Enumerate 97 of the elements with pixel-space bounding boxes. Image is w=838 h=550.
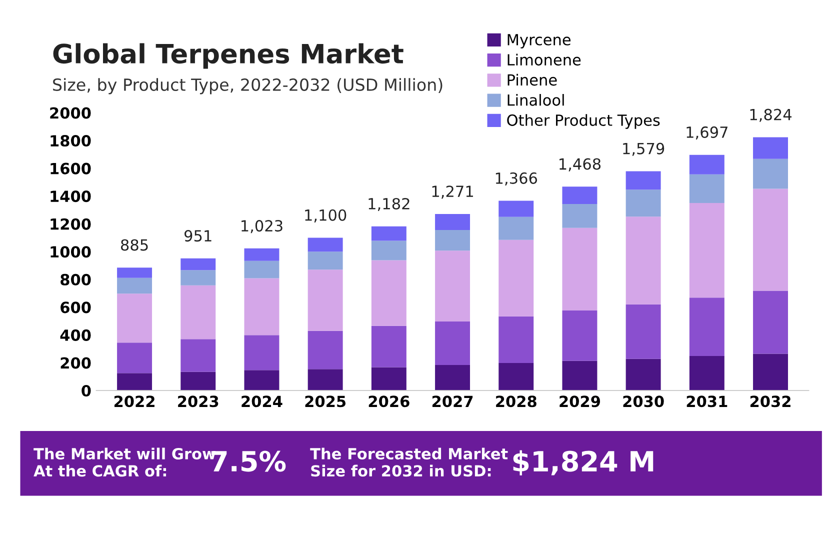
- bar: [562, 186, 598, 204]
- text: $1,824 M: [513, 450, 654, 476]
- bar: [371, 226, 406, 241]
- bar: [626, 216, 661, 304]
- bar: [689, 298, 724, 356]
- y-tick-label: 1600: [50, 162, 91, 174]
- bar: [244, 335, 280, 370]
- bar: [689, 203, 724, 298]
- bar: [498, 316, 534, 364]
- bar: [753, 137, 788, 159]
- bar: [117, 278, 152, 294]
- y-tick-label: 1800: [50, 134, 91, 147]
- bar: [117, 373, 152, 390]
- chart-subtitle: Size, by Product Type, 2022-2032 (USD Million): [53, 78, 442, 94]
- bar: [435, 214, 470, 230]
- y-tick-label: 1200: [50, 218, 91, 230]
- bar: [498, 200, 534, 217]
- bar: [308, 270, 343, 331]
- bar: [626, 171, 661, 190]
- x-tick-label: 2032: [750, 396, 790, 408]
- x-tick-label: 2025: [305, 396, 346, 408]
- y-tick-label: 0: [82, 384, 91, 397]
- bar: [308, 369, 343, 390]
- bar: [371, 326, 406, 368]
- bar: [371, 240, 406, 260]
- bar: [498, 216, 534, 240]
- x-tick-label: 2023: [178, 396, 218, 408]
- total-label: 1,697: [686, 126, 728, 140]
- y-tick-label: 2000: [50, 107, 91, 119]
- total-label: 1,579: [623, 142, 664, 156]
- bar: [753, 158, 788, 189]
- bar: [244, 370, 280, 390]
- bar: [308, 252, 343, 270]
- y-tick-label: 200: [60, 357, 91, 369]
- legend-label: Myrcene: [508, 34, 571, 48]
- bar: [244, 278, 280, 336]
- total-label: 1,023: [242, 220, 282, 234]
- bar: [435, 230, 470, 251]
- total-label: 1,468: [560, 158, 601, 172]
- bar: [371, 367, 406, 390]
- y-tick-label: 600: [60, 302, 91, 314]
- bar: [562, 360, 598, 390]
- bar: [626, 304, 661, 359]
- bar: [498, 240, 534, 316]
- total-label: 1,182: [368, 198, 410, 212]
- bar: [689, 154, 724, 174]
- bar: [689, 356, 724, 390]
- total-label: 1,366: [496, 172, 538, 186]
- bar: [498, 363, 534, 390]
- total-label: 1,824: [750, 108, 792, 122]
- bar: [626, 358, 661, 390]
- bar: [117, 268, 152, 278]
- bar: [435, 250, 470, 322]
- x-tick-label: 2022: [114, 396, 154, 408]
- bar: [753, 290, 788, 354]
- y-tick-label: 1000: [50, 246, 91, 258]
- bar: [435, 321, 470, 365]
- bar: [117, 294, 152, 343]
- x-tick-label: 2031: [686, 396, 728, 408]
- bar: [180, 372, 216, 390]
- bar: [562, 228, 598, 311]
- chart-title: Global Terpenes Market: [53, 43, 404, 69]
- bar: [180, 258, 216, 270]
- y-tick-label: 400: [60, 329, 91, 341]
- total-label: 1,100: [305, 209, 346, 222]
- total-label: 951: [184, 230, 212, 242]
- legend-label: Linalool: [508, 94, 564, 106]
- x-tick-label: 2028: [496, 396, 536, 408]
- bar: [180, 339, 216, 372]
- bar: [180, 285, 216, 340]
- bar: [244, 260, 280, 278]
- bar: [753, 354, 788, 390]
- x-tick-label: 2024: [242, 396, 282, 408]
- x-tick-label: 2027: [432, 396, 473, 408]
- bar: [308, 238, 343, 252]
- x-tick-label: 2029: [560, 396, 600, 408]
- bar: [244, 248, 280, 261]
- legend-label: Pinene: [508, 74, 557, 86]
- legend-label: Other Product Types: [507, 114, 660, 129]
- bar: [180, 270, 216, 286]
- total-label: 885: [120, 239, 148, 251]
- bar: [117, 342, 152, 374]
- legend-label: Limonene: [508, 54, 581, 66]
- bar: [753, 188, 788, 291]
- bar: [562, 204, 598, 228]
- x-tick-label: 2026: [368, 396, 410, 408]
- bar: [626, 190, 661, 217]
- y-tick-label: 800: [60, 274, 91, 286]
- text: The Forecasted Market Size for 2032 in USD:: [310, 448, 508, 477]
- bar: [371, 260, 406, 326]
- bar: [562, 310, 598, 361]
- total-label: 1,271: [432, 186, 473, 199]
- x-tick-label: 2030: [623, 396, 664, 408]
- y-tick-label: 1400: [50, 190, 91, 202]
- bar: [435, 364, 470, 390]
- bar: [689, 174, 724, 204]
- bar: [308, 330, 343, 370]
